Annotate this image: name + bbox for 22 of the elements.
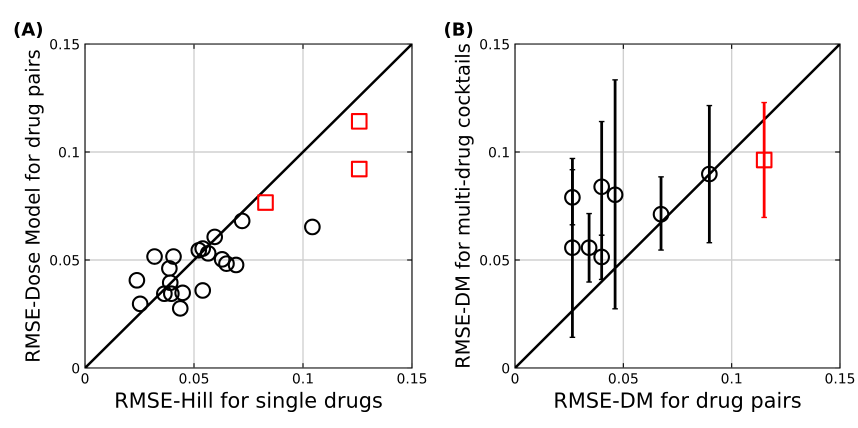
y-tick-label: 0.05	[480, 254, 509, 266]
y-tick-label: 0.15	[480, 38, 509, 50]
y-tick-label: 0	[502, 362, 510, 374]
x-tick-label: 0.05	[608, 373, 638, 384]
y-tick-label: 0.1	[58, 146, 79, 158]
chart-title: (A)	[14, 22, 42, 38]
y-tick-label: 0.05	[50, 254, 79, 266]
y-axis-title: RMSE-DM for multi-drug cocktails	[454, 44, 474, 367]
y-tick-label: 0.1	[488, 146, 509, 158]
x-tick-label: 0.05	[179, 373, 208, 384]
y-tick-label: 0.15	[50, 38, 79, 50]
x-tick-label: 0	[511, 373, 518, 384]
x-axis-title: RMSE-DM for drug pairs	[555, 392, 801, 412]
x-tick-label: 0.15	[825, 373, 854, 384]
x-tick-label: 0	[81, 373, 88, 384]
x-tick-label: 0.15	[397, 373, 426, 384]
y-tick-label: 0	[72, 362, 80, 374]
x-tick-label: 0.1	[292, 373, 313, 384]
y-axis-title: RMSE-Dose Model for drug pairs	[24, 50, 44, 361]
x-tick-label: 0.1	[722, 373, 742, 384]
chart-title: (B)	[445, 22, 472, 38]
x-axis-title: RMSE-Hill for single drugs	[116, 392, 382, 412]
